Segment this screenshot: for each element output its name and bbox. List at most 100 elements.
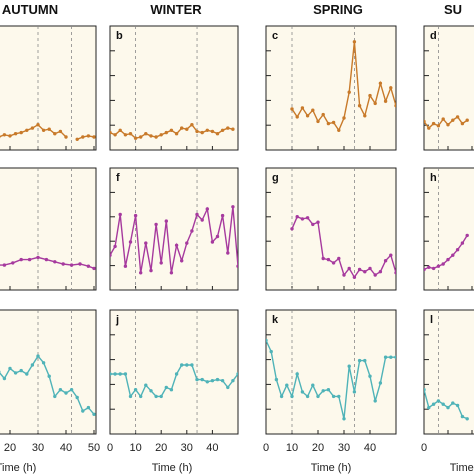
panel-background — [423, 25, 474, 151]
data-point — [53, 394, 57, 399]
panel-letter: d — [430, 30, 437, 42]
data-point — [205, 207, 209, 211]
data-point — [13, 371, 18, 375]
data-point — [231, 379, 235, 383]
data-point — [357, 104, 362, 108]
panel-r1c0 — [0, 167, 97, 291]
panel-letter: g — [272, 172, 279, 184]
data-point — [405, 267, 408, 270]
data-point — [53, 132, 57, 136]
panel-background — [0, 25, 97, 151]
panel-background — [265, 309, 397, 435]
data-point — [373, 273, 377, 277]
data-point — [352, 40, 357, 44]
data-point — [30, 126, 35, 130]
data-point — [169, 388, 174, 392]
panel-f: f — [109, 167, 260, 291]
panel-r0c0 — [0, 25, 97, 151]
data-point — [180, 259, 184, 263]
data-point — [241, 243, 244, 246]
panel-letter: j — [115, 314, 119, 326]
data-point — [215, 234, 220, 239]
data-point — [378, 270, 383, 274]
panel-background — [265, 25, 397, 151]
panel-g: g — [265, 167, 408, 291]
data-point — [195, 129, 199, 134]
data-point — [2, 376, 7, 381]
data-point — [210, 379, 215, 383]
data-point — [81, 135, 85, 139]
data-point — [295, 215, 299, 219]
data-point — [205, 128, 209, 132]
data-point — [200, 377, 204, 382]
series-line — [424, 115, 468, 130]
data-point — [200, 218, 204, 222]
panel-h: h — [423, 167, 474, 291]
data-point — [169, 271, 174, 275]
panel-k: k — [265, 309, 397, 435]
data-point — [311, 108, 315, 112]
data-point — [441, 402, 445, 406]
data-point — [368, 93, 372, 98]
data-point — [290, 107, 294, 111]
data-point — [252, 255, 255, 258]
x-tick-label: 10 — [286, 442, 298, 454]
data-point — [215, 377, 220, 382]
data-point — [279, 394, 284, 399]
data-point — [159, 394, 163, 399]
data-point — [190, 123, 194, 127]
data-point — [164, 130, 168, 135]
data-point — [69, 263, 74, 267]
data-point — [174, 132, 179, 136]
data-point — [389, 355, 393, 359]
x-tick-label: 50 — [88, 442, 100, 454]
data-point — [389, 86, 393, 90]
data-point — [460, 121, 465, 126]
data-point — [25, 128, 29, 132]
data-point — [169, 128, 174, 132]
data-point — [174, 243, 179, 247]
data-point — [400, 261, 403, 264]
data-point — [86, 264, 91, 268]
data-point — [300, 106, 305, 110]
data-point — [8, 366, 12, 371]
data-point — [236, 264, 238, 268]
data-point — [86, 134, 91, 138]
data-point — [81, 409, 85, 413]
x-tick-label: 0 — [107, 442, 113, 454]
data-point — [180, 363, 184, 367]
data-point — [337, 128, 341, 132]
panel-l: l — [423, 309, 474, 435]
data-point — [47, 127, 51, 131]
data-point — [110, 130, 112, 135]
data-point — [159, 261, 163, 265]
panel-j: j — [109, 309, 239, 435]
season-label-summer: SU — [444, 2, 462, 17]
data-point — [185, 127, 189, 131]
data-point — [190, 363, 194, 367]
x-tick-label: 10 — [129, 442, 141, 454]
data-point — [86, 405, 91, 410]
data-point — [195, 377, 199, 382]
data-point — [368, 374, 372, 378]
data-point — [0, 370, 1, 374]
data-point — [363, 270, 367, 274]
data-point — [144, 241, 148, 245]
data-point — [92, 266, 96, 271]
data-point — [290, 227, 294, 231]
data-point — [357, 267, 362, 272]
data-point — [128, 240, 133, 244]
x-tick-label: 20 — [155, 442, 167, 454]
panel-background — [109, 167, 239, 291]
data-point — [465, 233, 469, 238]
data-point — [36, 255, 40, 260]
data-point — [19, 130, 23, 135]
x-tick-label: 30 — [32, 442, 44, 454]
data-point — [159, 133, 163, 137]
series-line — [424, 389, 468, 420]
data-point — [373, 399, 377, 403]
data-point — [144, 383, 148, 387]
data-point — [257, 230, 260, 233]
data-point — [460, 414, 465, 419]
data-point — [451, 401, 455, 405]
